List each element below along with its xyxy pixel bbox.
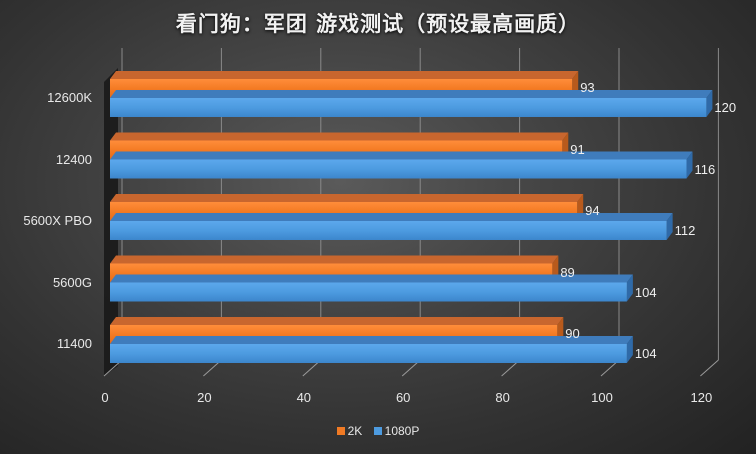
data-label: 120 bbox=[714, 100, 737, 115]
x-tick-label: 120 bbox=[690, 390, 713, 405]
category-label: 11400 bbox=[56, 336, 92, 351]
category-label: 12400 bbox=[55, 151, 92, 167]
x-tick-label: 100 bbox=[591, 390, 613, 405]
x-tick-label: 20 bbox=[197, 390, 212, 405]
legend: 2K 1080P bbox=[0, 424, 756, 438]
bar-12400-1080P[interactable] bbox=[110, 151, 693, 179]
bar-11400-1080P[interactable] bbox=[110, 336, 633, 363]
data-label: 94 bbox=[585, 203, 600, 218]
legend-swatch-orange bbox=[336, 427, 345, 435]
data-label: 104 bbox=[634, 284, 657, 300]
legend-swatch-blue bbox=[373, 427, 382, 435]
category-label: 5600G bbox=[52, 274, 92, 290]
bar-5600G-1080P[interactable] bbox=[110, 274, 633, 302]
legend-item-2k[interactable]: 2K bbox=[336, 424, 362, 438]
bar-5600X PBO-1080P[interactable] bbox=[110, 213, 673, 240]
bar-series bbox=[110, 71, 713, 363]
data-label: 104 bbox=[634, 346, 657, 361]
bar-12600K-1080P[interactable] bbox=[110, 90, 713, 117]
category-label: 12600K bbox=[47, 90, 92, 105]
x-tick-label: 40 bbox=[296, 390, 312, 405]
x-tick-label: 60 bbox=[395, 390, 411, 405]
x-tick-label: 0 bbox=[101, 390, 109, 405]
x-tick-label: 80 bbox=[495, 390, 510, 405]
data-label: 93 bbox=[580, 80, 595, 95]
data-label: 116 bbox=[694, 161, 716, 177]
legend-item-1080p[interactable]: 1080P bbox=[373, 424, 419, 438]
data-label: 89 bbox=[560, 264, 575, 280]
category-label: 5600X PBO bbox=[23, 213, 92, 228]
data-label: 112 bbox=[674, 223, 696, 238]
chart-title: 看门狗：军团 游戏测试（预设最高画质） bbox=[175, 11, 581, 36]
data-label: 91 bbox=[570, 141, 585, 157]
data-label: 90 bbox=[565, 326, 580, 341]
